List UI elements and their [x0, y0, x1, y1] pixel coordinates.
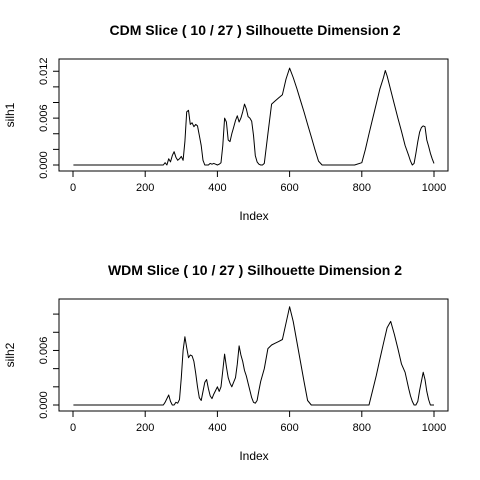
x-tick-label: 400 — [208, 422, 226, 434]
y-axis: 0.000 0.006 — [38, 313, 59, 419]
y-axis-label: silh1 — [3, 102, 17, 127]
y-tick-label: 0.000 — [38, 391, 50, 419]
x-tick-label: 800 — [353, 182, 371, 194]
y-axis-label: silh2 — [3, 342, 17, 367]
x-tick-label: 800 — [353, 422, 371, 434]
y-tick-label: 0.012 — [38, 57, 50, 85]
chart-title: WDM Slice ( 10 / 27 ) Silhouette Dimensi… — [108, 262, 402, 278]
x-tick-label: 1000 — [422, 182, 446, 194]
x-tick-label: 0 — [70, 182, 76, 194]
y-tick-label: 0.000 — [38, 151, 50, 179]
x-tick-label: 600 — [280, 182, 298, 194]
x-tick-label: 200 — [136, 422, 154, 434]
x-axis: 0 200 400 600 800 1000 — [70, 171, 446, 194]
x-axis-label: Index — [239, 449, 268, 463]
x-tick-label: 0 — [70, 422, 76, 434]
chart-panel-cdm: CDM Slice ( 10 / 27 ) Silhouette Dimensi… — [3, 22, 449, 223]
x-tick-label: 1000 — [422, 422, 446, 434]
x-tick-label: 400 — [208, 182, 226, 194]
x-axis-label: Index — [239, 209, 268, 223]
y-axis: 0.000 0.006 0.012 — [38, 57, 59, 179]
plot-frame — [58, 58, 449, 172]
plot-frame — [58, 298, 449, 412]
y-tick-label: 0.006 — [38, 104, 50, 132]
series-line-silh1 — [73, 67, 435, 166]
x-tick-label: 600 — [280, 422, 298, 434]
x-tick-label: 200 — [136, 182, 154, 194]
series-line-silh2 — [73, 306, 434, 406]
x-axis: 0 200 400 600 800 1000 — [70, 411, 446, 434]
y-tick-label: 0.006 — [38, 337, 50, 365]
chart-title: CDM Slice ( 10 / 27 ) Silhouette Dimensi… — [110, 22, 401, 38]
chart-panel-wdm: WDM Slice ( 10 / 27 ) Silhouette Dimensi… — [3, 262, 449, 463]
